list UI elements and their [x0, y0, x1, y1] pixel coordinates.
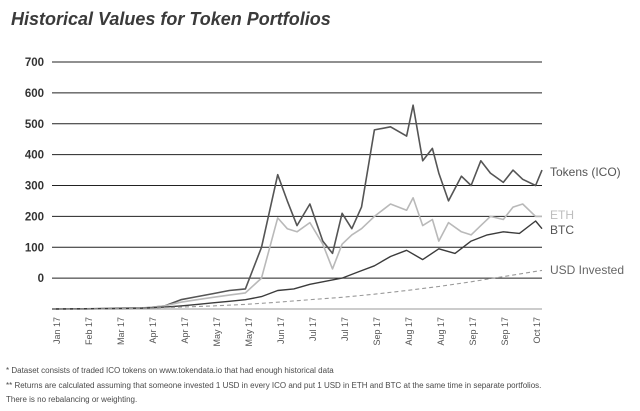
- x-tick-label: Apr 17: [148, 317, 158, 344]
- x-tick-label: Oct 17: [532, 317, 542, 344]
- series-lines: [51, 104, 543, 310]
- footnote-3: There is no rebalancing or weighting.: [6, 395, 138, 404]
- x-tick-label: Jul 17: [340, 317, 350, 341]
- series-label-btc: BTC: [550, 223, 574, 237]
- series-label-usd-invested: USD Invested: [550, 263, 624, 277]
- y-tick-label: 300: [25, 181, 44, 193]
- x-tick-label: Jun 17: [276, 317, 286, 344]
- series-line-eth: [52, 197, 542, 310]
- grid-lines: [52, 61, 542, 310]
- x-tick-label: Sep 17: [500, 317, 510, 346]
- y-tick-label: 600: [25, 88, 44, 100]
- series-line-btc: [51, 220, 543, 310]
- series-label-eth: ETH: [550, 208, 574, 222]
- y-tick-label: 200: [25, 211, 44, 223]
- x-axis-ticks: Jan 17 Feb 17 Mar 17 Apr 17 Apr 17 May 17 May …: [52, 317, 542, 347]
- y-tick-label: 700: [25, 57, 44, 69]
- x-tick-label: Jul 17: [308, 317, 318, 341]
- y-tick-label: 100: [25, 242, 44, 254]
- footnotes: * Dataset consists of traded ICO tokens …: [6, 364, 636, 408]
- x-tick-label: May 17: [212, 317, 222, 347]
- x-tick-label: Jan 17: [52, 317, 62, 344]
- x-tick-label: Aug 17: [436, 317, 446, 346]
- x-tick-label: Feb 17: [84, 317, 94, 345]
- series-line-usd-invested: [51, 269, 543, 310]
- footnote-1: * Dataset consists of traded ICO tokens …: [6, 366, 334, 375]
- series-line-tokens-ico: [52, 104, 543, 310]
- y-tick-label: 0: [38, 273, 44, 285]
- x-tick-label: Sep 17: [468, 317, 478, 346]
- y-tick-label: 500: [25, 119, 44, 131]
- footnote-2: ** Returns are calculated assuming that …: [6, 380, 542, 390]
- x-tick-label: Sep 17: [372, 317, 382, 346]
- y-tick-label: 400: [25, 150, 44, 162]
- x-tick-label: Apr 17: [180, 317, 190, 344]
- series-label-tokens-ico: Tokens (ICO): [550, 165, 621, 179]
- y-axis-ticks: 700 600 500 400 300 200 100 0: [25, 57, 44, 285]
- x-tick-label: Aug 17: [404, 317, 414, 346]
- chart-area: 700 600 500 400 300 200 100 0 Jan 17 Feb 17 Mar 1…: [25, 57, 624, 347]
- x-tick-label: May 17: [244, 317, 254, 347]
- chart-title: Historical Values for Token Portfolios: [11, 9, 331, 29]
- x-tick-label: Mar 17: [116, 317, 126, 345]
